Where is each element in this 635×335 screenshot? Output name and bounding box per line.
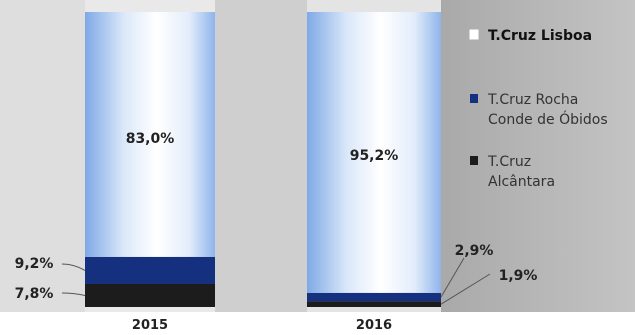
- bars-group: [85, 12, 441, 307]
- legend-swatch-2: [470, 156, 478, 165]
- label-2016-rocha: 2,9%: [455, 243, 494, 259]
- legend: T.Cruz Lisboa T.Cruz Rocha Conde de Óbidos…: [469, 28, 608, 190]
- legend-swatch-1: [470, 94, 478, 103]
- legend-label-1-line-0: T.Cruz Rocha: [487, 92, 578, 108]
- bar-2016-t-cruz-alc-ntara: [307, 301, 441, 307]
- leader-2016-rocha: [440, 257, 465, 298]
- label-2015-rocha: 9,2%: [15, 256, 54, 272]
- label-2015-alcantara: 7,8%: [15, 286, 54, 302]
- label-2016-lisboa: 95,2%: [350, 148, 399, 164]
- bar-2015-t-cruz-rocha-conde-de-bidos: [85, 256, 215, 284]
- x-tick-2015: 2015: [132, 318, 168, 333]
- legend-label-2-line-0: T.Cruz: [487, 154, 531, 170]
- bar-2015-t-cruz-lisboa: [85, 12, 215, 257]
- leader-2016-alcantara: [440, 273, 491, 305]
- legend-label-1-line-1: Conde de Óbidos: [488, 110, 608, 128]
- legend-label-2-line-1: Alcântara: [488, 174, 555, 190]
- bar-2016-t-cruz-rocha-conde-de-bidos: [307, 292, 441, 302]
- data-labels-group: 83,0% 95,2% 9,2% 7,8% 2,9% 1,9%: [15, 131, 538, 305]
- leader-2015-rocha: [61, 263, 86, 271]
- legend-label-0-line-0: T.Cruz Lisboa: [488, 28, 592, 44]
- label-2016-alcantara: 1,9%: [499, 268, 538, 284]
- bar-2016-t-cruz-lisboa: [307, 12, 441, 293]
- label-2015-lisboa: 83,0%: [126, 131, 175, 147]
- bar-2015-t-cruz-alc-ntara: [85, 283, 215, 307]
- leader-2015-alcantara: [61, 292, 86, 296]
- legend-swatch-0: [469, 29, 479, 40]
- x-tick-2016: 2016: [356, 318, 392, 333]
- x-tick-labels-group: 2015 2016: [132, 318, 392, 333]
